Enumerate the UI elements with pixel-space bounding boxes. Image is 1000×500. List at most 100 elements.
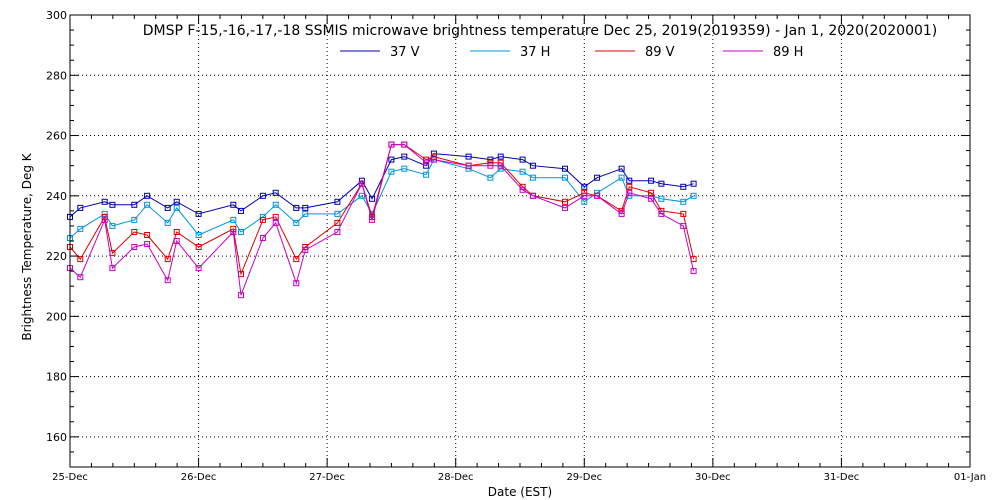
data-point: [109, 201, 116, 208]
data-point: [238, 207, 244, 214]
x-tick-label: 26-Dec: [181, 472, 217, 483]
data-point: [581, 192, 588, 199]
data-point: [195, 232, 202, 238]
data-point: [648, 195, 655, 202]
data-point: [358, 180, 365, 187]
data-point: [164, 256, 171, 263]
y-tick-label: 240: [46, 190, 67, 203]
data-point: [334, 219, 341, 226]
data-point: [680, 198, 687, 205]
data-point: [519, 156, 526, 163]
data-point: [272, 189, 279, 196]
grid: [70, 15, 970, 467]
x-tick-label: 31-Dec: [824, 472, 860, 483]
data-point: [388, 168, 395, 175]
x-tick-label: 27-Dec: [309, 472, 345, 483]
series-group: [67, 141, 697, 299]
data-point: [618, 165, 625, 172]
y-tick-label: 160: [46, 431, 67, 444]
data-point: [519, 186, 526, 193]
y-tick-label: 220: [46, 250, 67, 263]
data-point: [302, 247, 309, 253]
data-point: [594, 174, 601, 181]
legend-label: 37 V: [390, 45, 420, 60]
data-point: [302, 204, 309, 211]
data-point: [369, 216, 376, 223]
data-point: [648, 177, 655, 184]
data-point: [581, 183, 588, 190]
data-point: [238, 229, 244, 235]
data-point: [358, 192, 365, 199]
data-point: [144, 241, 151, 247]
data-point: [529, 174, 536, 181]
y-axis-label: Brightness Temperature, Deg K: [20, 152, 34, 340]
data-point: [626, 189, 633, 196]
data-point: [238, 292, 244, 299]
data-point: [430, 156, 437, 163]
data-point: [690, 268, 697, 275]
legend: 37 V 37 H 89 V 89 H: [340, 45, 803, 60]
x-tick-label: 28-Dec: [438, 472, 474, 483]
data-point: [401, 165, 408, 172]
data-point: [77, 225, 84, 232]
data-point: [487, 174, 494, 181]
series-line: [69, 144, 695, 296]
data-point: [423, 171, 430, 178]
data-point: [369, 195, 376, 202]
data-point: [164, 219, 171, 226]
data-point: [272, 213, 279, 220]
data-point: [131, 201, 138, 208]
data-point: [487, 156, 494, 163]
data-point: [259, 192, 266, 199]
y-tick-label: 300: [46, 9, 67, 22]
data-point: [658, 210, 665, 217]
data-point: [401, 153, 408, 160]
legend-label: 89 V: [645, 45, 675, 60]
data-point: [131, 244, 138, 250]
data-point: [497, 153, 504, 160]
data-point: [195, 244, 202, 250]
series-line: [69, 159, 694, 239]
x-tick-label: 30-Dec: [695, 472, 731, 483]
y-tick-label: 200: [46, 310, 67, 323]
data-point: [272, 201, 279, 208]
data-point: [680, 222, 687, 229]
data-point: [173, 198, 180, 205]
data-point: [302, 210, 309, 217]
data-point: [594, 192, 601, 199]
data-point: [690, 192, 697, 199]
data-point: [334, 198, 341, 205]
data-point: [131, 229, 138, 235]
data-point: [173, 238, 180, 244]
data-point: [626, 183, 633, 190]
x-tick-label: 01-Jan: [954, 472, 986, 483]
legend-label: 89 H: [773, 45, 803, 60]
x-tick-label: 29-Dec: [566, 472, 602, 483]
data-point: [658, 195, 665, 202]
y-tick-label: 180: [46, 371, 67, 384]
data-point: [626, 177, 633, 184]
data-point: [195, 265, 202, 272]
data-point: [487, 162, 494, 169]
data-point: [164, 277, 171, 284]
data-point: [562, 174, 568, 181]
data-point: [293, 280, 300, 287]
data-point: [334, 210, 341, 217]
data-point: [529, 192, 536, 199]
data-point: [230, 229, 237, 235]
data-point: [562, 204, 568, 211]
x-axis-label: Date (EST): [488, 485, 552, 499]
data-point: [131, 216, 138, 223]
data-point: [101, 198, 108, 205]
data-point: [144, 232, 151, 238]
data-point: [230, 216, 237, 223]
data-point: [401, 141, 408, 148]
data-point: [293, 204, 300, 211]
data-point: [581, 198, 588, 205]
data-point: [259, 216, 266, 223]
data-point: [164, 204, 171, 211]
data-point: [259, 235, 266, 241]
data-point: [388, 141, 395, 148]
data-point: [101, 216, 108, 223]
